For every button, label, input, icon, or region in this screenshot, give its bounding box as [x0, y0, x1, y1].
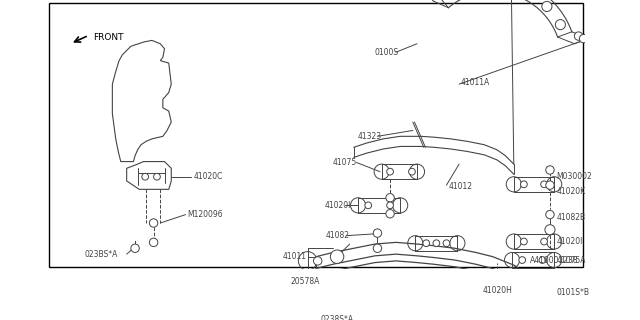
Circle shape — [574, 32, 583, 40]
Circle shape — [541, 238, 547, 245]
Text: 41011A: 41011A — [461, 78, 490, 87]
Circle shape — [362, 296, 372, 306]
Circle shape — [546, 166, 554, 174]
Circle shape — [520, 181, 527, 188]
Circle shape — [542, 1, 552, 12]
Circle shape — [387, 202, 394, 209]
Text: A410001238: A410001238 — [530, 256, 579, 265]
Circle shape — [520, 238, 527, 245]
Text: 41020H: 41020H — [483, 286, 513, 295]
Circle shape — [149, 238, 158, 247]
Circle shape — [314, 257, 322, 265]
Circle shape — [549, 293, 556, 300]
Text: 41012: 41012 — [448, 182, 472, 191]
Text: 41020I: 41020I — [324, 201, 351, 210]
Text: 41075: 41075 — [333, 158, 357, 167]
Text: 0100S: 0100S — [375, 48, 399, 57]
Circle shape — [365, 202, 372, 209]
Circle shape — [541, 181, 547, 188]
Text: FRONT: FRONT — [93, 33, 124, 42]
Text: M030002: M030002 — [557, 172, 593, 181]
Circle shape — [533, 293, 540, 300]
Text: 41011: 41011 — [282, 252, 307, 261]
Circle shape — [131, 244, 140, 252]
Circle shape — [423, 240, 429, 247]
Text: M120096: M120096 — [188, 210, 223, 219]
Circle shape — [386, 194, 394, 202]
Circle shape — [545, 279, 555, 290]
Text: 41020I: 41020I — [557, 237, 583, 246]
Circle shape — [142, 173, 148, 180]
Circle shape — [362, 274, 371, 282]
Text: 023BS*A: 023BS*A — [84, 250, 118, 259]
Circle shape — [373, 229, 381, 237]
Circle shape — [556, 20, 565, 30]
Text: 41082: 41082 — [326, 231, 350, 240]
Circle shape — [519, 257, 525, 263]
Circle shape — [533, 310, 540, 317]
Text: 41020K: 41020K — [557, 188, 586, 196]
Circle shape — [546, 181, 554, 189]
Circle shape — [386, 210, 394, 218]
Circle shape — [379, 316, 388, 320]
Circle shape — [373, 244, 381, 252]
Circle shape — [433, 240, 440, 247]
Circle shape — [579, 34, 588, 43]
Text: 41075A: 41075A — [557, 256, 586, 265]
Circle shape — [154, 173, 161, 180]
Circle shape — [387, 168, 394, 175]
Circle shape — [545, 225, 555, 235]
Text: 41082B: 41082B — [557, 212, 586, 222]
Text: 0238S*A: 0238S*A — [320, 315, 353, 320]
Circle shape — [546, 297, 554, 306]
Circle shape — [149, 219, 158, 227]
Circle shape — [549, 310, 556, 317]
Text: 41020C: 41020C — [193, 172, 223, 181]
Text: 0101S*B: 0101S*B — [557, 288, 589, 297]
Text: 20578A: 20578A — [291, 277, 320, 286]
Circle shape — [408, 168, 415, 175]
Circle shape — [546, 210, 554, 219]
Text: 41323: 41323 — [358, 132, 382, 141]
Circle shape — [539, 257, 546, 263]
Circle shape — [443, 240, 450, 247]
Circle shape — [330, 250, 344, 263]
